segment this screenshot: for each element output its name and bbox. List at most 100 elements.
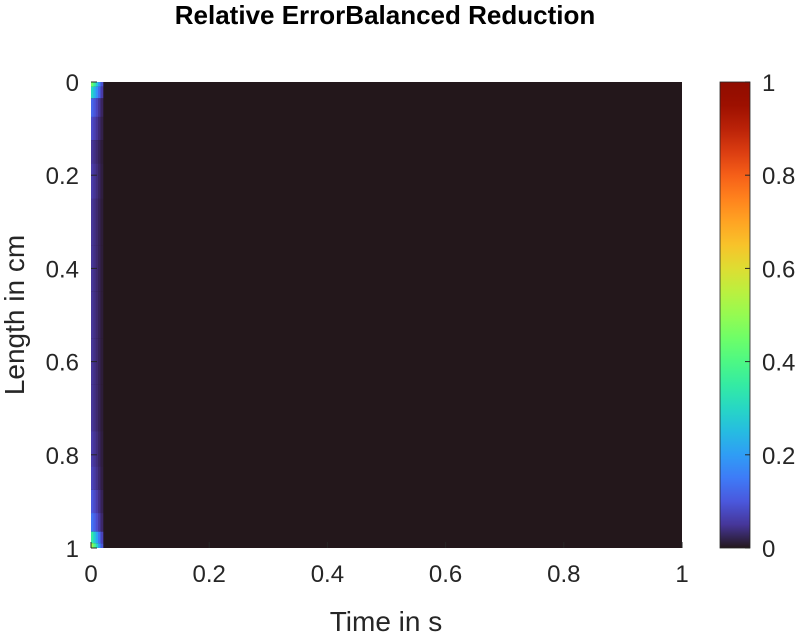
heatmap-cell (95, 384, 99, 432)
y-tick-label: 0.4 (46, 256, 79, 283)
heatmap-cell (93, 466, 97, 490)
heatmap-cell (93, 163, 97, 199)
heatmap-cell (95, 489, 99, 514)
heatmap-cell (100, 163, 104, 199)
heatmap-cell (91, 489, 94, 514)
heatmap-cell (95, 98, 99, 117)
heatmap-cell (95, 86, 99, 99)
heatmap-cell (93, 543, 97, 548)
heatmap-cell (98, 116, 101, 141)
heatmap-cell (91, 86, 94, 99)
heatmap-cell (91, 466, 94, 490)
heatmap-cell (91, 513, 94, 532)
heatmap-cell (98, 245, 101, 292)
heatmap-cell (95, 245, 99, 292)
heatmap-cell (100, 291, 104, 339)
heatmap-cell (98, 489, 101, 514)
heatmap-cell (93, 198, 97, 246)
heatmap-cell (91, 116, 94, 141)
heatmap-cell (100, 86, 104, 99)
heatmap-cell (95, 140, 99, 164)
heatmap-cell (91, 198, 94, 246)
heatmap-cell (91, 531, 94, 544)
heatmap-cell (93, 291, 97, 339)
x-tick-label: 0 (84, 561, 97, 588)
heatmap-cell (98, 82, 101, 87)
heatmap-cell (95, 531, 99, 544)
heatmap-cell (100, 543, 104, 548)
heatmap-cell (98, 291, 101, 339)
heatmap-cell (100, 198, 104, 246)
heatmap-cell (98, 98, 101, 117)
heatmap-cell (91, 431, 94, 467)
heatmap-cell (93, 98, 97, 117)
plot-area (91, 82, 682, 548)
y-tick-label: 1 (66, 536, 79, 563)
heatmap-cell (91, 291, 94, 339)
heatmap-cell (95, 513, 99, 532)
heatmap-cell (98, 466, 101, 490)
x-tick-label: 0.8 (547, 561, 580, 588)
y-tick-label: 0 (66, 70, 79, 97)
heatmap-background (91, 82, 682, 548)
heatmap-cell (100, 338, 104, 385)
heatmap-cell (93, 140, 97, 164)
heatmap-cell (91, 98, 94, 117)
heatmap-cell (98, 140, 101, 164)
heatmap-cell (100, 466, 104, 490)
heatmap-cell (93, 531, 97, 544)
y-tick-label: 0.8 (46, 443, 79, 470)
heatmap-cell (95, 198, 99, 246)
heatmap-cell (98, 431, 101, 467)
heatmap-cell (100, 431, 104, 467)
heatmap-cell (93, 384, 97, 432)
heatmap-cell (98, 86, 101, 99)
heatmap-cell (93, 513, 97, 532)
heatmap-cell (100, 513, 104, 532)
colorbar (719, 81, 751, 549)
colorbar-tick-label: 1 (762, 70, 775, 97)
heatmap-cell (100, 489, 104, 514)
heatmap-cell (95, 466, 99, 490)
heatmap-cell (100, 384, 104, 432)
y-tick-label: 0.2 (46, 163, 79, 190)
y-axis-label: Length in cm (0, 235, 30, 395)
heatmap-cell (91, 543, 94, 548)
x-axis-ticks: 0 0.2 0.4 0.6 0.8 1 (84, 542, 689, 588)
heatmap-cell (93, 489, 97, 514)
heatmap-cell (100, 116, 104, 141)
heatmap-cell (98, 163, 101, 199)
heatmap-cell (98, 384, 101, 432)
heatmap-cell (100, 531, 104, 544)
heatmap-cell (95, 291, 99, 339)
heatmap-cell (91, 82, 94, 87)
heatmap-cell (93, 82, 97, 87)
heatmap-cell (91, 140, 94, 164)
x-tick-label: 0.2 (193, 561, 226, 588)
heatmap-cell (95, 431, 99, 467)
x-tick-label: 0.4 (311, 561, 344, 588)
x-tick-label: 1 (675, 561, 688, 588)
heatmap-cell (95, 543, 99, 548)
heatmap-cell (98, 338, 101, 385)
colorbar-tick-label: 0.4 (762, 350, 795, 377)
y-tick-label: 0.6 (46, 350, 79, 377)
heatmap-cell (100, 98, 104, 117)
heatmap-cell (98, 531, 101, 544)
chart-title: Relative ErrorBalanced Reduction (175, 0, 595, 30)
heatmap-cell (100, 140, 104, 164)
colorbar-tick-label: 0.2 (762, 443, 795, 470)
heatmap-cell (98, 513, 101, 532)
heatmap-cell (95, 116, 99, 141)
colorbar-tick-label: 0 (762, 536, 775, 563)
x-axis-label: Time in s (330, 606, 443, 635)
colorbar-tick-label: 0.8 (762, 163, 795, 190)
y-axis-ticks: 0 0.2 0.4 0.6 0.8 1 (46, 70, 97, 563)
colorbar-tick-label: 0.6 (762, 256, 795, 283)
heatmap-cell (100, 245, 104, 292)
heatmap-cell (93, 431, 97, 467)
heatmap-cell (95, 82, 99, 87)
heatmap-cell (95, 338, 99, 385)
x-tick-label: 0.6 (429, 561, 462, 588)
